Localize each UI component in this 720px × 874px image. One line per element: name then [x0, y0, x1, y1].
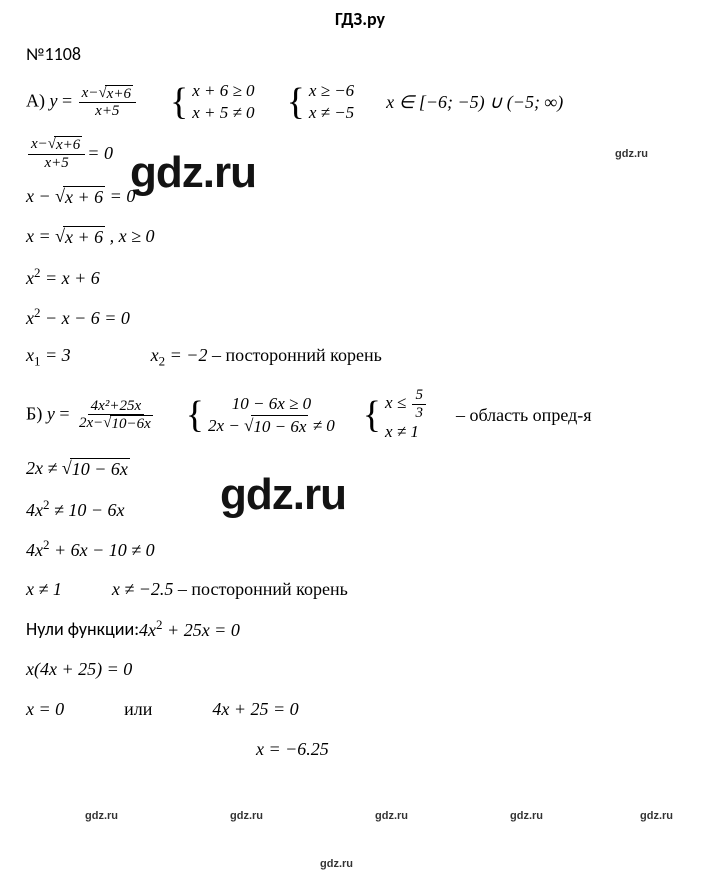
- partA-eq5: x2 − x − 6 = 0: [26, 303, 720, 331]
- partB-fraction: 4x²+25x 2x−√10−6x: [76, 398, 156, 433]
- partB-roots: x ≠ 1 x ≠ −2.5 – посторонний корень: [26, 575, 720, 603]
- partB-conditions-1: { 10 − 6x ≥ 0 2x − √10 − 6x ≠ 0: [186, 393, 335, 438]
- watermark-small-5: gdz.ru: [510, 810, 543, 822]
- partA-label: А): [26, 90, 50, 110]
- partA-conditions-2: { x ≥ −6 x ≠ −5: [287, 80, 355, 124]
- partB-solutions: x = 0 или 4x + 25 = 0: [26, 695, 720, 723]
- watermark-small-7: gdz.ru: [320, 858, 353, 870]
- partB-factor: x(4x + 25) = 0: [26, 655, 720, 683]
- partB-eq3: 4x2 + 6x − 10 ≠ 0: [26, 535, 720, 563]
- partA-eq3: x = √x + 6 , x ≥ 0: [26, 223, 720, 251]
- partA-roots: x1 = 3 x2 = −2 – посторонний корень: [26, 343, 720, 371]
- partB-eq2: 4x2 ≠ 10 − 6x: [26, 495, 720, 523]
- partA-fraction: x−√x+6 x+5: [79, 85, 136, 120]
- partA-conditions-1: { x + 6 ≥ 0 x + 5 ≠ 0: [170, 80, 255, 124]
- partB-conditions-2: { x ≤ 53 x ≠ 1: [363, 387, 428, 443]
- partB-domain-note: – область опред-я: [456, 405, 592, 426]
- partA-domain: x ∈ [−6; −5) ∪ (−5; ∞): [386, 92, 563, 113]
- partA-eq2: x − √x + 6 = 0: [26, 183, 720, 211]
- page-header: ГДЗ.ру: [0, 0, 720, 34]
- watermark-small-6: gdz.ru: [640, 810, 673, 822]
- partA-eq1: x−√x+6 x+5 = 0: [26, 136, 720, 171]
- partA-eq4: x2 = x + 6: [26, 263, 720, 291]
- partB-eq1: 2x ≠ √10 − 6x: [26, 455, 720, 483]
- watermark-small-2: gdz.ru: [85, 810, 118, 822]
- partB-solution-final: x = −6.25: [26, 735, 720, 763]
- watermark-small-3: gdz.ru: [230, 810, 263, 822]
- lhs-y: y: [50, 90, 58, 110]
- partB-function: Б) y = 4x²+25x 2x−√10−6x { 10 − 6x ≥ 0 2…: [26, 387, 720, 443]
- problem-number: №1108: [26, 40, 720, 68]
- partA-function: А) y = x−√x+6 x+5 { x + 6 ≥ 0 x + 5 ≠ 0 …: [26, 80, 720, 124]
- solution-content: №1108 А) y = x−√x+6 x+5 { x + 6 ≥ 0 x + …: [0, 34, 720, 763]
- partB-label: Б): [26, 403, 47, 423]
- watermark-small-4: gdz.ru: [375, 810, 408, 822]
- partB-zeros: Нули функции: 4x2 + 25x = 0: [26, 615, 720, 643]
